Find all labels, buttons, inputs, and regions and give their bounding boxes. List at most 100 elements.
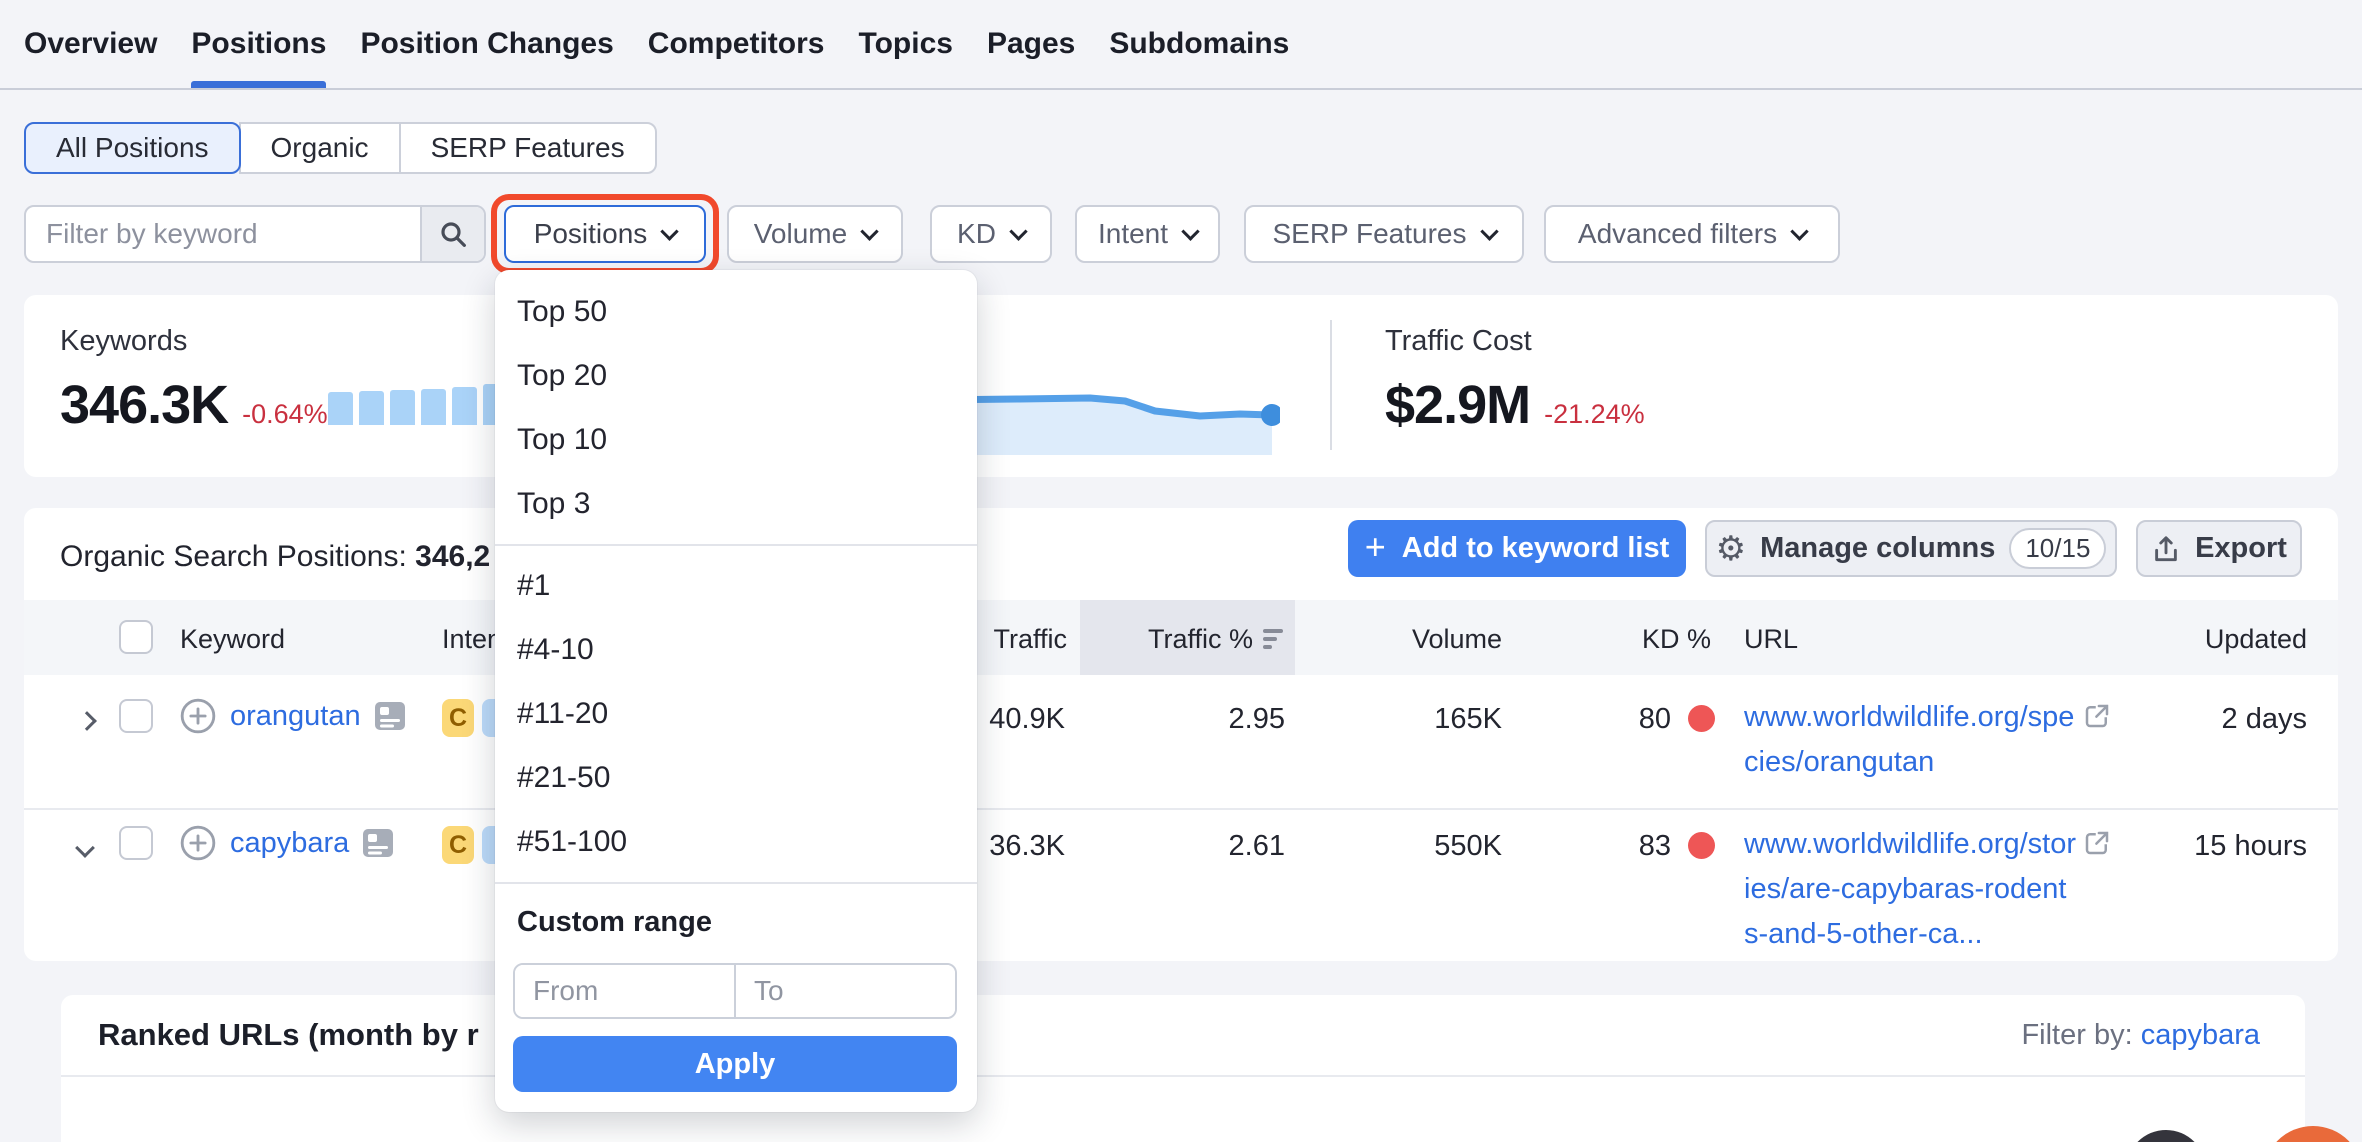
serp-snapshot-icon[interactable]: [362, 828, 394, 858]
segment-all-positions[interactable]: All Positions: [24, 122, 241, 174]
overview-stats-card: Keywords 346.3K -0.64% Traffic Cost $2.9…: [24, 295, 2338, 477]
manage-columns-button[interactable]: ⚙ Manage columns 10/15: [1705, 520, 2117, 577]
tab-topics[interactable]: Topics: [858, 27, 953, 60]
tab-subdomains[interactable]: Subdomains: [1109, 27, 1290, 60]
traffic-cost-label: Traffic Cost: [1385, 325, 1532, 357]
column-header-traffic-pct[interactable]: Traffic %: [1080, 624, 1283, 655]
serp-features-filter-label: SERP Features: [1272, 218, 1467, 249]
volume-filter-label: Volume: [753, 218, 848, 249]
chevron-down-icon: [1181, 221, 1200, 241]
kd-difficulty-dot: [1688, 705, 1715, 732]
keyword-filter-input[interactable]: [26, 207, 420, 261]
intent-badge-commercial: C: [442, 826, 474, 864]
positions-type-segmented-control: All Positions Organic SERP Features: [24, 122, 657, 174]
tab-positions[interactable]: Positions: [191, 0, 327, 88]
table-title: Organic Search Positions: 346,2: [60, 540, 490, 574]
keyword-link[interactable]: capybara: [230, 826, 350, 859]
table-title-prefix: Organic Search Positions:: [60, 540, 416, 573]
chevron-down-icon: [1790, 221, 1809, 241]
tutorial-highlight-ring: Positions: [491, 194, 719, 274]
dropdown-divider: [495, 882, 977, 884]
dropdown-option-top-10[interactable]: Top 10: [517, 423, 608, 456]
tab-overview[interactable]: Overview: [24, 27, 158, 60]
dropdown-option-top-50[interactable]: Top 50: [517, 295, 608, 328]
keywords-stat-delta: -0.64%: [242, 399, 328, 429]
expand-row-chevron-icon[interactable]: [77, 703, 97, 736]
custom-range-inputs: [513, 963, 957, 1019]
custom-range-from-input[interactable]: [515, 965, 734, 1017]
traffic-pct-value: 2.61: [1228, 830, 1285, 862]
row-checkbox[interactable]: [119, 826, 153, 860]
keywords-stat: Keywords 346.3K -0.64%: [60, 325, 328, 436]
column-header-volume[interactable]: Volume: [1411, 624, 1502, 654]
keyword-filter-field: [24, 205, 486, 263]
export-button[interactable]: Export: [2136, 520, 2302, 577]
advanced-filters-label: Advanced filters: [1577, 218, 1778, 249]
apply-button[interactable]: Apply: [513, 1036, 957, 1092]
filter-by-keyword-link[interactable]: capybara: [2140, 1019, 2260, 1051]
report-tabs-nav: Overview Positions Position Changes Comp…: [0, 0, 2362, 90]
tab-position-changes[interactable]: Position Changes: [360, 27, 614, 60]
table-title-count: 346,2: [415, 540, 491, 573]
dropdown-option-top-20[interactable]: Top 20: [517, 359, 608, 392]
table-row-orangutan: orangutan C 40.9K 2.95 165K 80 www.world…: [24, 675, 2338, 810]
ranked-urls-card: Ranked URLs (month by r Filter by: capyb…: [61, 995, 2305, 1142]
traffic-pct-value: 2.95: [1228, 703, 1285, 735]
volume-value: 165K: [1434, 703, 1502, 735]
custom-range-to-input[interactable]: [735, 965, 955, 1017]
kd-filter-dropdown-button[interactable]: KD: [930, 205, 1052, 263]
tab-competitors[interactable]: Competitors: [647, 27, 825, 60]
keyword-link[interactable]: orangutan: [230, 699, 361, 732]
chevron-down-icon: [660, 221, 680, 241]
column-header-url[interactable]: URL: [1744, 624, 1799, 654]
advanced-filters-dropdown-button[interactable]: Advanced filters: [1544, 205, 1840, 263]
traffic-cost-stat: Traffic Cost $2.9M -21.24%: [1385, 325, 1645, 436]
dropdown-option-21-50[interactable]: #21-50: [517, 761, 611, 794]
intent-filter-dropdown-button[interactable]: Intent: [1075, 205, 1220, 263]
gear-icon: ⚙: [1715, 528, 1747, 569]
serp-snapshot-icon[interactable]: [374, 701, 406, 731]
segment-organic[interactable]: Organic: [238, 122, 401, 174]
column-header-updated[interactable]: Updated: [2204, 624, 2307, 654]
traffic-cost-value: $2.9M: [1385, 375, 1531, 435]
serp-features-filter-dropdown-button[interactable]: SERP Features: [1244, 205, 1524, 263]
dropdown-option-51-100[interactable]: #51-100: [517, 825, 628, 858]
external-link-icon[interactable]: [2082, 701, 2112, 731]
keyword-search-button[interactable]: [420, 207, 484, 261]
column-header-kd[interactable]: KD %: [1641, 624, 1711, 654]
dropdown-option-4-10[interactable]: #4-10: [517, 633, 594, 666]
add-keyword-plus-circle-icon[interactable]: [179, 697, 217, 735]
result-url-link[interactable]: www.worldwildlife.org/stories/are-capyba…: [1744, 828, 2076, 950]
intent-filter-label: Intent: [1097, 218, 1169, 249]
intent-badge-commercial: C: [442, 699, 474, 737]
volume-value: 550K: [1434, 830, 1502, 862]
add-keyword-plus-circle-icon[interactable]: [179, 824, 217, 862]
segment-serp-features[interactable]: SERP Features: [398, 122, 657, 174]
volume-filter-dropdown-button[interactable]: Volume: [727, 205, 903, 263]
columns-count-badge: 10/15: [2009, 528, 2107, 569]
filter-by-label: Filter by:: [2021, 1019, 2133, 1051]
traffic-value: 36.3K: [989, 830, 1065, 862]
traffic-pct-label: Traffic %: [1147, 624, 1253, 654]
dropdown-option-1[interactable]: #1: [517, 569, 551, 602]
keywords-stat-label: Keywords: [60, 325, 188, 357]
positions-filter-dropdown-button[interactable]: Positions: [504, 205, 706, 263]
column-header-keyword[interactable]: Keyword: [180, 624, 286, 654]
positions-filter-dropdown-panel: Top 50 Top 20 Top 10 Top 3 #1 #4-10 #11-…: [495, 270, 977, 1112]
kd-value: 83: [1638, 830, 1671, 862]
tab-pages[interactable]: Pages: [986, 27, 1076, 60]
stats-vertical-divider: [1330, 320, 1332, 450]
collapse-row-chevron-icon[interactable]: [75, 830, 95, 863]
result-url-link[interactable]: www.worldwildlife.org/species/orangutan: [1744, 701, 2075, 778]
column-header-traffic[interactable]: Traffic: [993, 624, 1067, 654]
external-link-icon[interactable]: [2082, 828, 2112, 858]
add-to-keyword-list-button[interactable]: + Add to keyword list: [1348, 520, 1686, 577]
traffic-cost-delta: -21.24%: [1544, 399, 1645, 429]
dropdown-option-top-3[interactable]: Top 3: [517, 487, 591, 520]
organic-positions-table-card: Organic Search Positions: 346,2 + Add to…: [24, 508, 2338, 961]
dropdown-option-11-20[interactable]: #11-20: [517, 697, 609, 730]
row-checkbox[interactable]: [119, 699, 153, 733]
add-to-keyword-list-label: Add to keyword list: [1401, 532, 1670, 564]
select-all-checkbox[interactable]: [119, 620, 153, 654]
